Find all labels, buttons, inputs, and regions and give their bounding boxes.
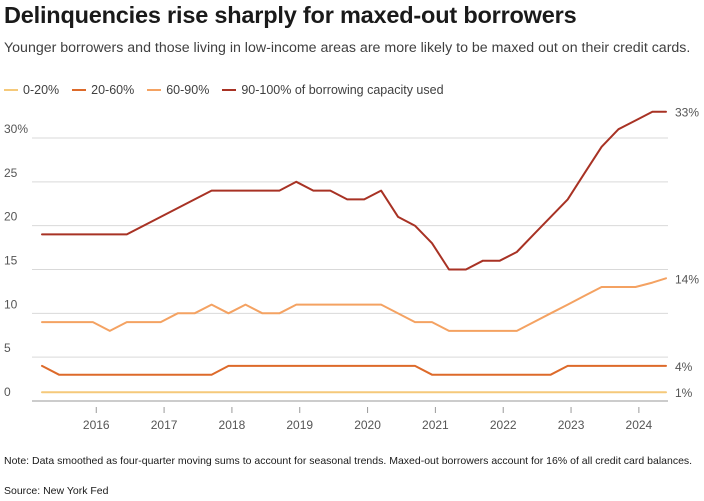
series-end-label: 14% xyxy=(675,272,699,286)
legend-swatch xyxy=(72,89,87,91)
series-end-label: 1% xyxy=(675,386,693,400)
series-end-label: 4% xyxy=(675,360,693,374)
legend-label: 90-100% of borrowing capacity used xyxy=(241,83,444,97)
chart-source: Source: New York Fed xyxy=(4,485,109,497)
chart-legend: 0-20% 20-60% 60-90% 90-100% of borrowing ca… xyxy=(4,82,457,98)
series-line-2 xyxy=(41,277,667,332)
y-tick-label: 10 xyxy=(4,297,18,311)
legend-label: 60-90% xyxy=(166,83,210,97)
y-tick-label: 25 xyxy=(4,166,18,180)
legend-item-1: 20-60% xyxy=(72,83,134,97)
line-chart: 0 5 10 15 20 25 30% 2016 2017 2018 2019 2020 2021 202… xyxy=(4,106,699,432)
x-tick-label: 2018 xyxy=(219,418,246,432)
legend-label: 20-60% xyxy=(91,83,135,97)
y-tick-label: 20 xyxy=(4,210,18,224)
x-tick-label: 2024 xyxy=(626,418,653,432)
chart-title: Delinquencies rise sharply for maxed-out… xyxy=(4,2,577,28)
x-tick-label: 2017 xyxy=(151,418,178,432)
legend-item-2: 60-90% xyxy=(147,83,209,97)
x-tick-label: 2022 xyxy=(490,418,517,432)
chart-note: Note: Data smoothed as four-quarter movi… xyxy=(4,455,693,467)
x-tick-label: 2021 xyxy=(422,418,449,432)
y-tick-label: 15 xyxy=(4,254,18,268)
legend-swatch xyxy=(4,89,18,91)
legend-swatch xyxy=(147,89,162,91)
x-tick-label: 2020 xyxy=(354,418,381,432)
series-end-label: 33% xyxy=(675,106,699,120)
y-tick-label: 0 xyxy=(4,385,11,399)
y-tick-label: 5 xyxy=(4,341,11,355)
y-tick-label: 30% xyxy=(4,122,28,136)
chart-subtitle: Younger borrowers and those living in lo… xyxy=(4,40,691,56)
legend-item-0: 0-20% xyxy=(4,83,59,97)
x-tick-label: 2019 xyxy=(286,418,313,432)
legend-swatch xyxy=(222,89,237,91)
x-tick-label: 2016 xyxy=(83,418,110,432)
x-tick-label: 2023 xyxy=(558,418,585,432)
legend-label: 0-20% xyxy=(23,83,60,97)
legend-item-3: 90-100% of borrowing capacity used xyxy=(222,83,444,97)
series-line-3 xyxy=(41,110,667,271)
series-line-1 xyxy=(41,364,667,376)
